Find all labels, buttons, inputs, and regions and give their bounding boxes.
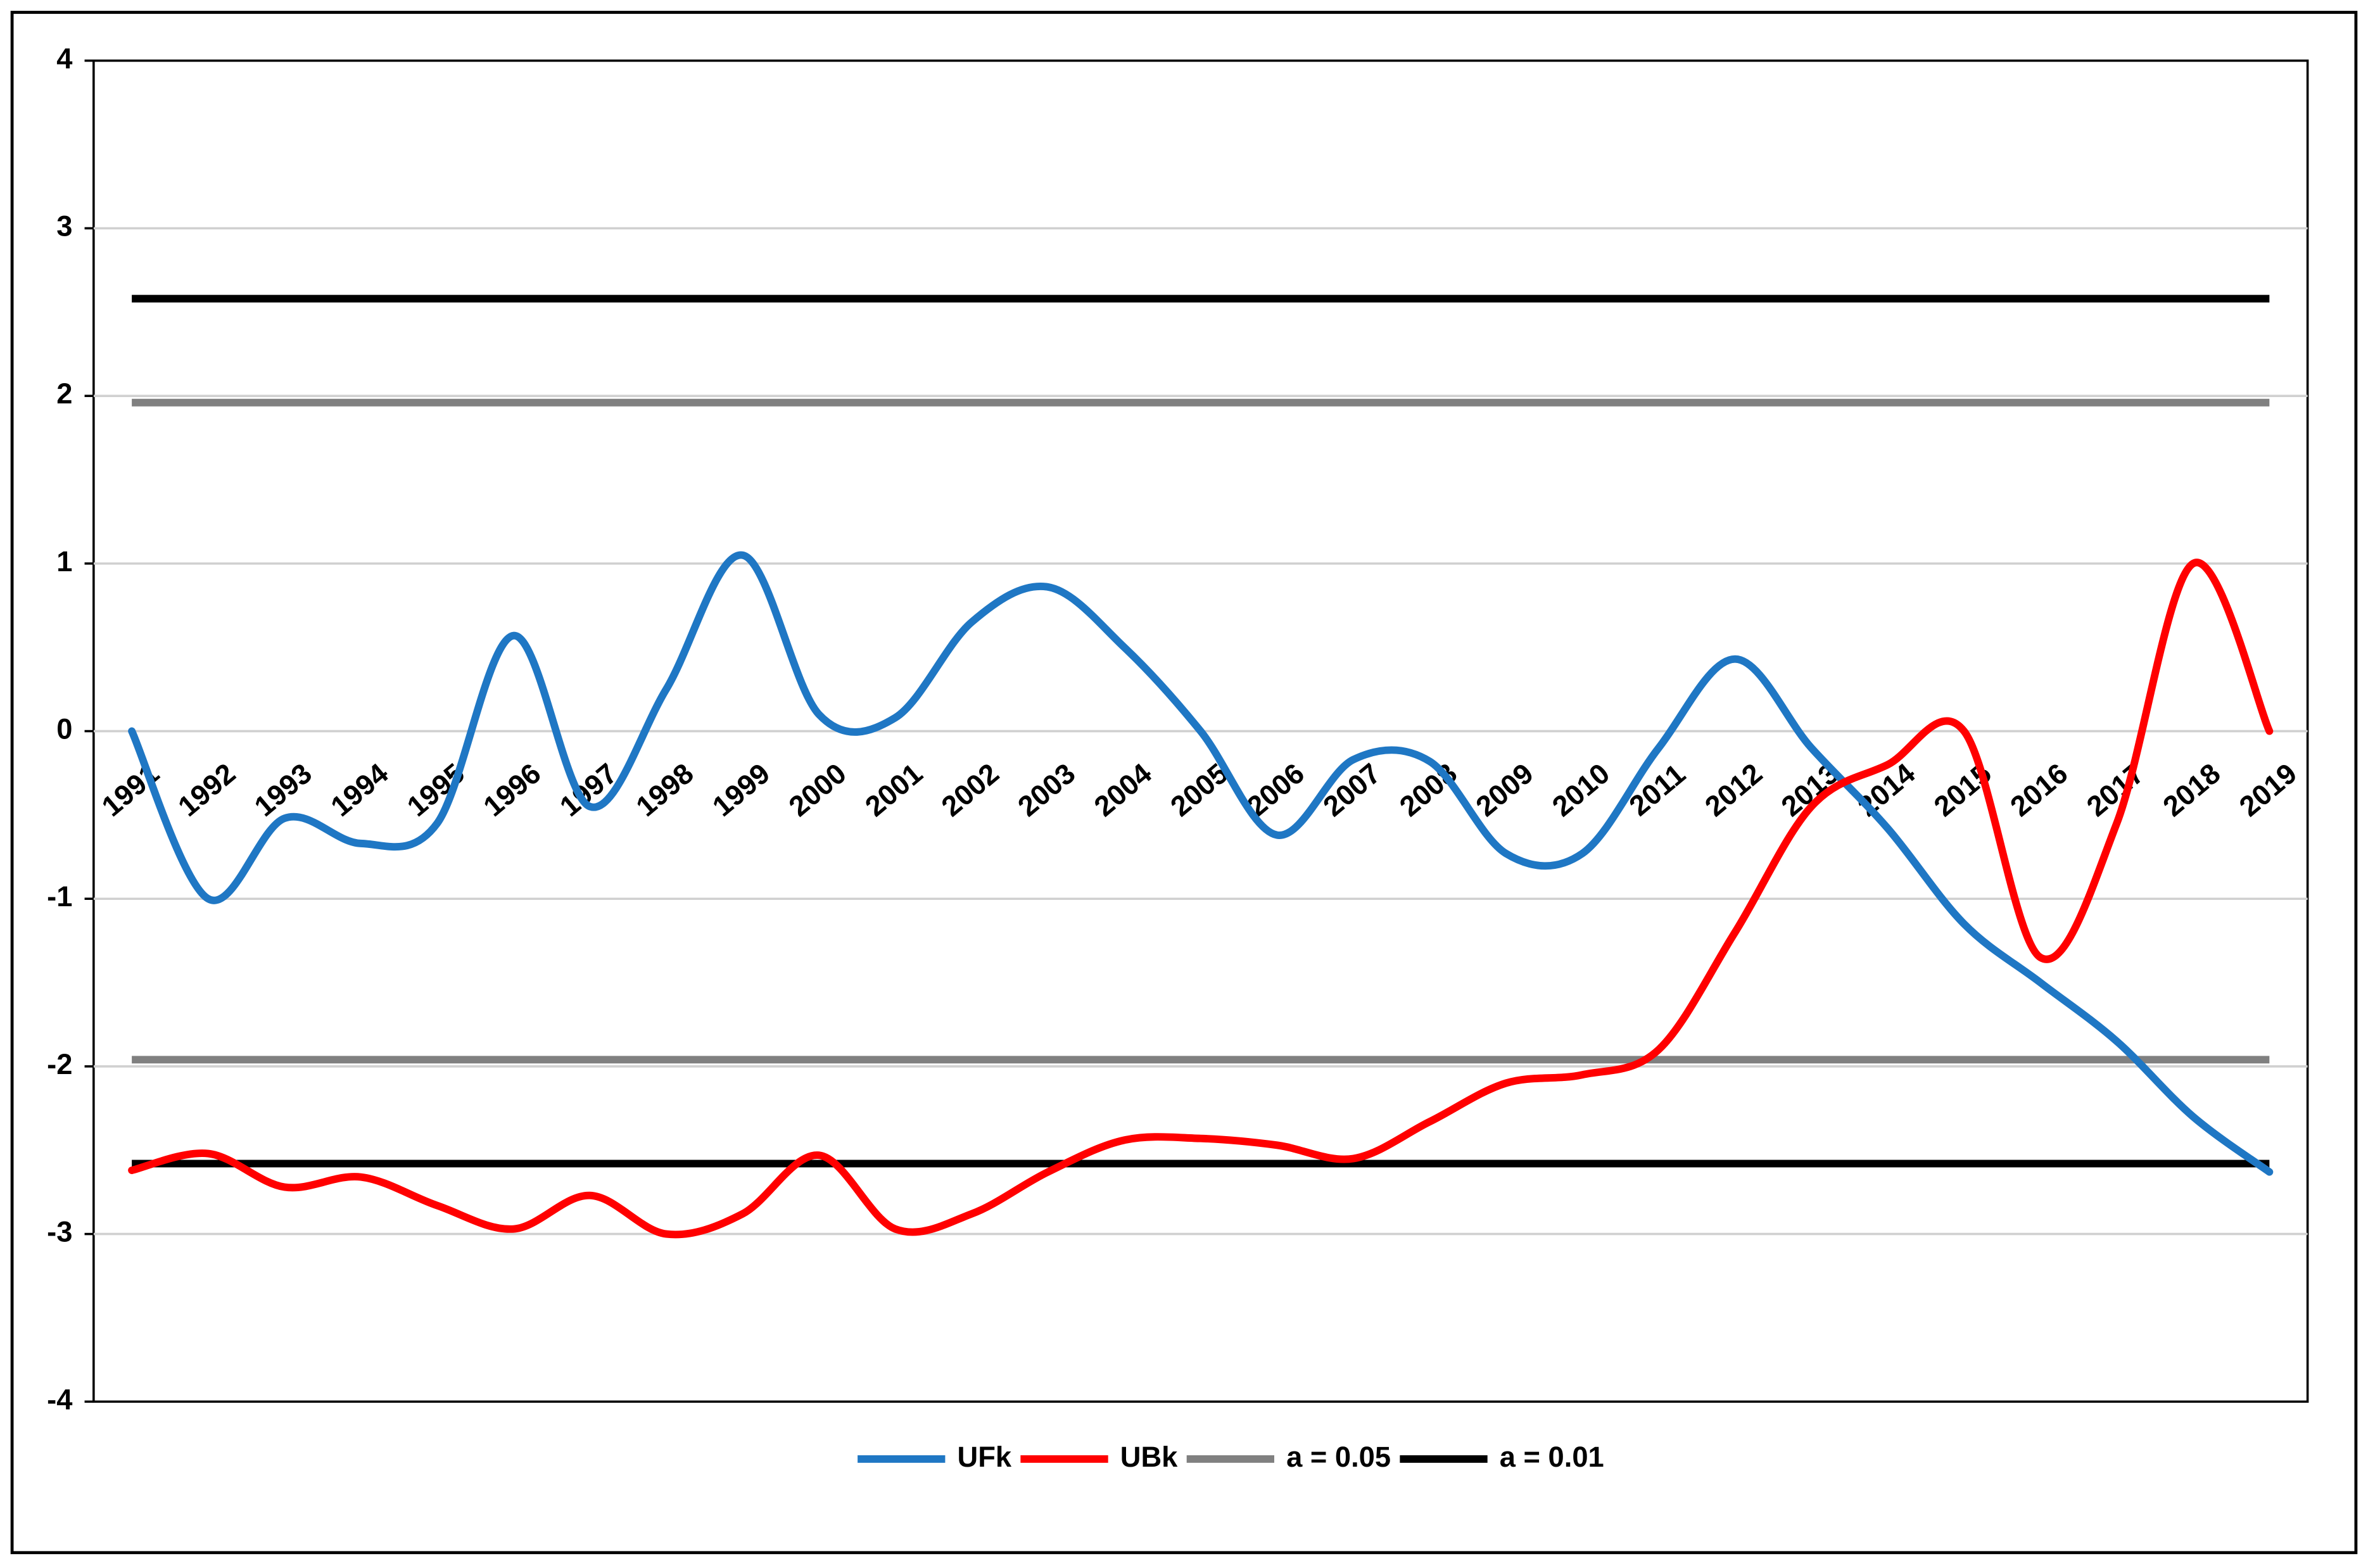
y-tick-label: 4: [56, 42, 72, 75]
y-tick-label: 0: [56, 713, 72, 745]
y-tick-label: -2: [47, 1048, 72, 1080]
y-tick-label: -3: [47, 1216, 72, 1248]
data-line: [128, 551, 2274, 1176]
legend-label: a = 0.01: [1500, 1441, 1604, 1473]
legend-label: UFk: [957, 1441, 1011, 1473]
legend-label: UBk: [1120, 1441, 1178, 1473]
y-tick-label: -1: [47, 880, 72, 913]
y-tick-label: -4: [47, 1383, 72, 1415]
legend-label: a = 0.05: [1286, 1441, 1391, 1473]
chart-border: [10, 11, 2358, 1555]
y-tick-label: 2: [56, 377, 72, 410]
y-tick-label: 3: [56, 210, 72, 242]
y-tick-label: 1: [56, 545, 72, 578]
data-line: [128, 559, 2274, 1239]
